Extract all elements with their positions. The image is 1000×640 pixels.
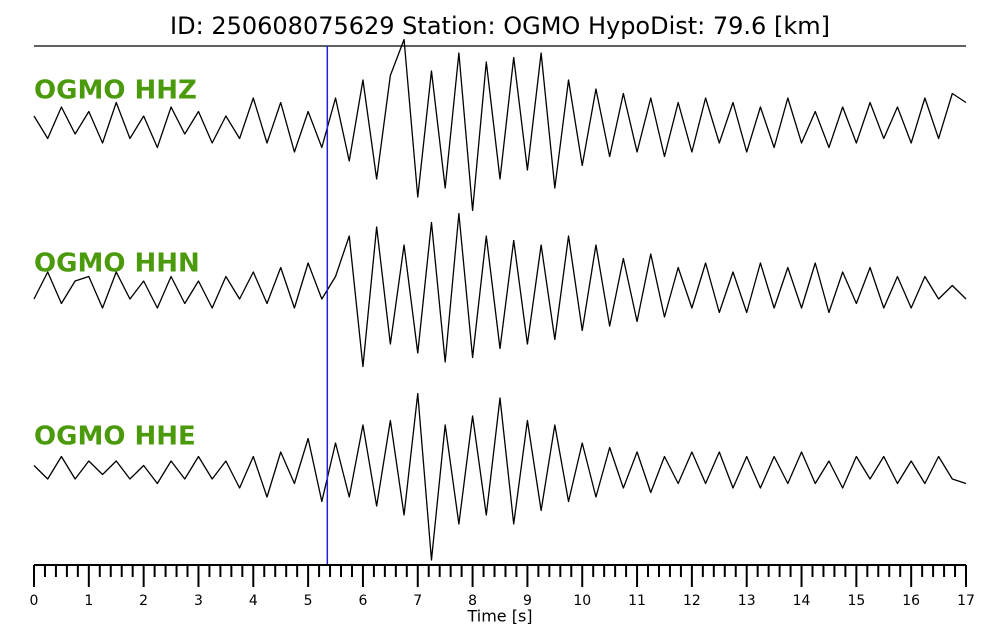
x-tick-label: 15 xyxy=(847,593,865,609)
x-tick-label: 1 xyxy=(84,593,93,609)
x-tick-label: 2 xyxy=(139,593,148,609)
waveform xyxy=(33,392,967,561)
chart-title: ID: 250608075629 Station: OGMO HypoDist:… xyxy=(170,12,830,40)
trace-label: OGMO HHE xyxy=(34,422,196,452)
x-tick-label: 14 xyxy=(793,593,811,609)
x-tick-label: 4 xyxy=(249,593,258,609)
x-tick-label: 3 xyxy=(194,593,203,609)
x-tick-label: 5 xyxy=(304,593,313,609)
x-tick-label: 16 xyxy=(902,593,920,609)
x-tick-label: 7 xyxy=(413,593,422,609)
waveform xyxy=(33,38,967,212)
trace-label: OGMO HHZ xyxy=(34,76,197,106)
x-tick-label: 11 xyxy=(628,593,646,609)
x-tick-label: 0 xyxy=(30,593,39,609)
waveform xyxy=(33,212,967,368)
x-tick-label: 9 xyxy=(523,593,532,609)
x-tick-label: 8 xyxy=(468,593,477,609)
x-axis-label: Time [s] xyxy=(466,607,532,626)
x-tick-label: 12 xyxy=(683,593,701,609)
x-tick-label: 13 xyxy=(738,593,756,609)
x-tick-label: 10 xyxy=(573,593,591,609)
x-tick-label: 17 xyxy=(957,593,975,609)
x-tick-label: 6 xyxy=(358,593,367,609)
